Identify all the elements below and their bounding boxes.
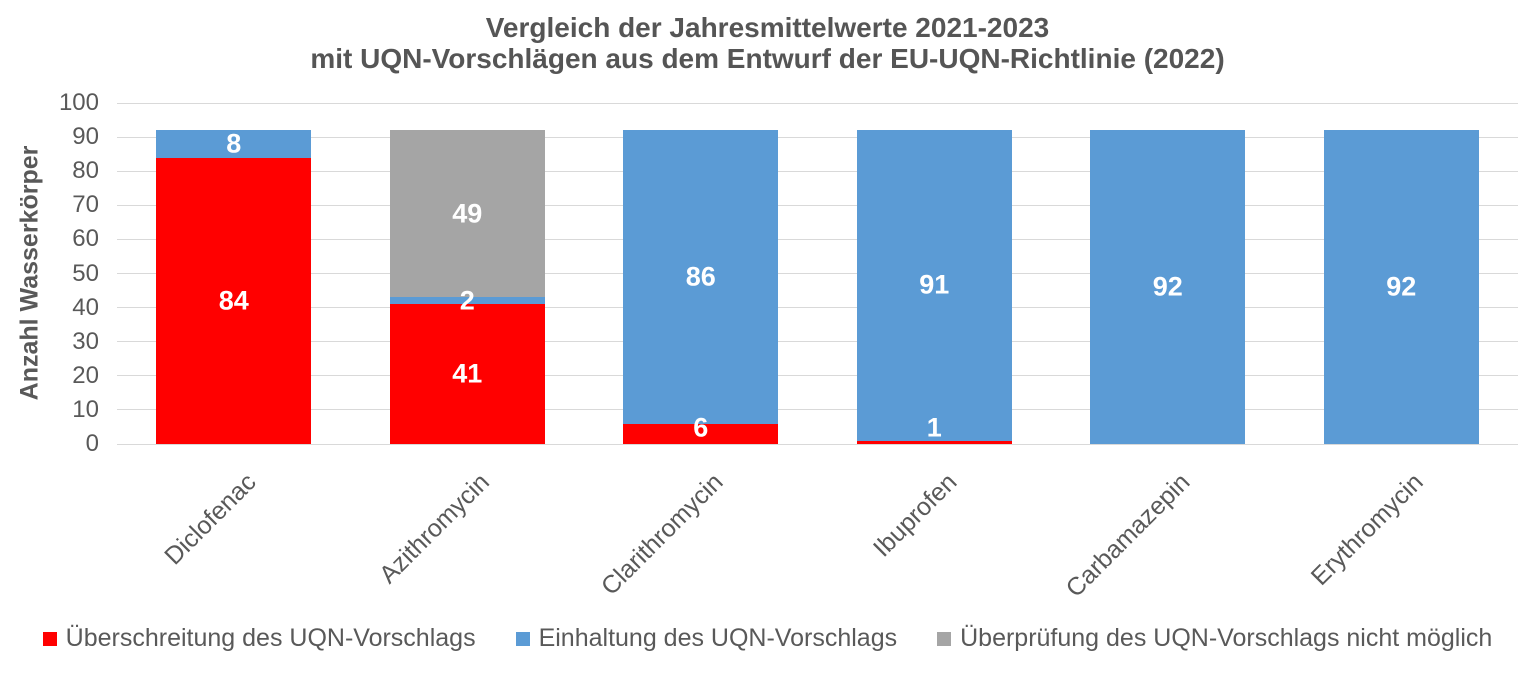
bar-value-label: 1: [926, 412, 942, 443]
bar-segment: [623, 423, 779, 444]
y-tick-label: 0: [85, 430, 99, 457]
bar-value-label: 84: [218, 285, 249, 316]
gridline: [117, 170, 1518, 172]
legend-swatch: [937, 631, 952, 646]
x-axis-label: Diclofenac: [159, 468, 262, 571]
x-axis-label: Erythromycin: [1306, 468, 1430, 591]
legend-label: Einhaltung des UQN-Vorschlags: [538, 624, 898, 652]
gridline: [117, 443, 1518, 445]
bar-value-label: 92: [1386, 271, 1417, 302]
bar-segment: [389, 130, 545, 298]
legend-label: Überschreitung des UQN-Vorschlags: [65, 624, 476, 652]
gridline: [117, 204, 1518, 206]
legend-label: Überprüfung des UQN-Vorschlags nicht mög…: [960, 624, 1493, 652]
y-tick-label: 10: [72, 395, 99, 423]
y-tick-label: 90: [72, 123, 99, 151]
y-tick-label: 40: [72, 293, 99, 321]
bar-value-label: 2: [459, 285, 475, 316]
bar-segment: [156, 157, 312, 444]
bar-segment: [1090, 130, 1246, 444]
bar-segment: [389, 297, 545, 305]
legend-swatch: [515, 631, 530, 646]
bar-segment: [156, 130, 312, 158]
bar-segment: [623, 130, 779, 424]
chart-title-line2: mit UQN-Vorschlägen aus dem Entwurf der …: [310, 43, 1225, 74]
y-tick-label: 50: [72, 259, 99, 287]
gridline: [117, 375, 1518, 377]
bar-value-label: 8: [226, 128, 242, 159]
bar-value-label: 86: [685, 261, 716, 292]
gridline: [117, 136, 1518, 138]
gridline: [117, 273, 1518, 274]
bar-value-label: 49: [452, 198, 483, 229]
x-axis-label: Ibuprofen: [867, 468, 963, 563]
bar-segment: [856, 130, 1012, 441]
gridline: [117, 238, 1518, 240]
gridline: [117, 409, 1518, 411]
bar-segment: [1323, 130, 1479, 444]
y-tick-label: 70: [72, 191, 99, 219]
y-tick-label: 30: [72, 327, 99, 355]
legend-swatch: [42, 631, 57, 646]
bar-value-label: 41: [452, 358, 483, 389]
x-axis-label: Carbamazepin: [1060, 468, 1196, 603]
gridline: [117, 102, 1518, 104]
y-tick-label: 60: [72, 225, 99, 253]
chart-title-line1: Vergleich der Jahresmittelwerte 2021-202…: [485, 12, 1050, 43]
bar-value-label: 92: [1152, 271, 1183, 302]
bar-value-label: 91: [919, 269, 950, 300]
y-tick-label: 20: [72, 361, 99, 389]
legend-item: Überschreitung des UQN-Vorschlags: [42, 624, 476, 653]
legend-item: Einhaltung des UQN-Vorschlags: [515, 624, 898, 653]
chart-title: Vergleich der Jahresmittelwerte 2021-202…: [0, 12, 1535, 74]
legend: Überschreitung des UQN-Vorschlags Einhalt…: [0, 624, 1535, 653]
y-tick-label: 100: [58, 89, 99, 116]
gridline: [117, 341, 1518, 343]
gridline: [117, 307, 1518, 309]
bar-segment: [389, 304, 545, 444]
y-tick-label: 80: [72, 157, 99, 185]
x-axis-label: Azithromycin: [374, 468, 496, 589]
bar-segment: [856, 440, 1012, 444]
bar-value-label: 6: [693, 412, 709, 443]
legend-item: Überprüfung des UQN-Vorschlags nicht mög…: [937, 624, 1492, 653]
x-axis-label: Clarithromycin: [595, 468, 729, 601]
